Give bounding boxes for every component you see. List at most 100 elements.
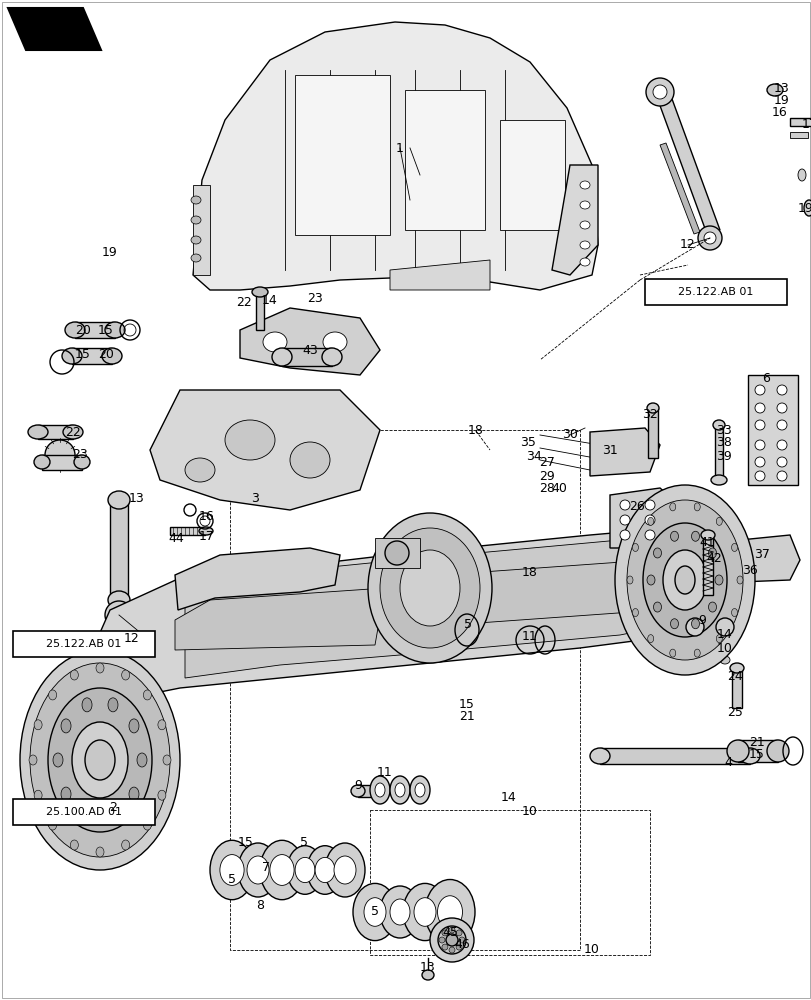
Ellipse shape: [710, 475, 726, 485]
Ellipse shape: [754, 440, 764, 450]
Bar: [647, 408, 657, 458]
Text: 45: 45: [441, 926, 457, 939]
Ellipse shape: [191, 196, 201, 204]
Polygon shape: [739, 535, 799, 582]
Ellipse shape: [380, 886, 419, 938]
Ellipse shape: [210, 840, 254, 900]
Ellipse shape: [122, 670, 130, 680]
Ellipse shape: [400, 550, 460, 626]
Ellipse shape: [199, 527, 212, 535]
Bar: [731, 668, 741, 708]
Ellipse shape: [632, 543, 637, 551]
Ellipse shape: [691, 619, 698, 629]
Ellipse shape: [626, 500, 742, 660]
Bar: [789, 118, 811, 126]
Ellipse shape: [731, 543, 736, 551]
Ellipse shape: [669, 649, 675, 657]
Ellipse shape: [708, 548, 715, 558]
Text: 23: 23: [307, 292, 323, 304]
Ellipse shape: [731, 609, 736, 617]
Ellipse shape: [191, 254, 201, 262]
Text: 14: 14: [500, 791, 517, 804]
Ellipse shape: [579, 241, 590, 249]
Ellipse shape: [715, 635, 722, 643]
Ellipse shape: [712, 420, 724, 430]
Ellipse shape: [414, 783, 424, 797]
Ellipse shape: [708, 602, 715, 612]
Ellipse shape: [647, 517, 653, 525]
Ellipse shape: [108, 698, 118, 712]
Text: 19: 19: [102, 246, 118, 259]
Ellipse shape: [448, 927, 454, 933]
Text: 10: 10: [521, 805, 537, 818]
Ellipse shape: [422, 970, 433, 980]
Ellipse shape: [28, 425, 48, 439]
Text: 29: 29: [539, 470, 554, 483]
Ellipse shape: [754, 420, 764, 430]
Text: 33: 33: [715, 424, 731, 436]
Ellipse shape: [380, 528, 479, 648]
Ellipse shape: [238, 843, 277, 897]
Ellipse shape: [697, 226, 721, 250]
Text: 34: 34: [526, 450, 541, 462]
Bar: [714, 425, 722, 480]
Polygon shape: [389, 260, 489, 290]
Text: 46: 46: [453, 938, 470, 951]
Ellipse shape: [48, 688, 152, 832]
Text: 39: 39: [715, 450, 731, 462]
Text: 18: 18: [521, 566, 537, 580]
Text: 15: 15: [75, 349, 91, 361]
Text: 43: 43: [302, 344, 317, 357]
Ellipse shape: [333, 856, 355, 884]
Text: 14: 14: [716, 629, 732, 642]
Ellipse shape: [137, 753, 147, 767]
Text: 6: 6: [762, 371, 769, 384]
Bar: [72, 348, 112, 364]
Ellipse shape: [693, 649, 699, 657]
Text: 27: 27: [539, 456, 554, 470]
Text: 8: 8: [255, 899, 264, 912]
Ellipse shape: [614, 485, 754, 675]
Polygon shape: [193, 22, 597, 290]
Text: 22: 22: [65, 426, 81, 438]
Ellipse shape: [111, 607, 127, 623]
Text: 26: 26: [629, 499, 644, 512]
Bar: [230, 430, 579, 950]
Ellipse shape: [82, 808, 92, 822]
Text: 35: 35: [519, 436, 535, 450]
Ellipse shape: [754, 385, 764, 395]
Ellipse shape: [776, 403, 786, 413]
Ellipse shape: [272, 348, 292, 366]
Ellipse shape: [307, 846, 342, 894]
Ellipse shape: [96, 847, 104, 857]
Ellipse shape: [122, 840, 130, 850]
Ellipse shape: [34, 790, 42, 800]
Ellipse shape: [646, 575, 654, 585]
Ellipse shape: [85, 740, 115, 780]
Text: 30: 30: [561, 428, 577, 442]
Ellipse shape: [458, 937, 465, 943]
Ellipse shape: [102, 348, 122, 364]
Ellipse shape: [647, 635, 653, 643]
Ellipse shape: [703, 232, 715, 244]
Ellipse shape: [350, 785, 365, 797]
Ellipse shape: [108, 591, 130, 609]
Ellipse shape: [441, 930, 448, 936]
Ellipse shape: [389, 899, 410, 925]
Ellipse shape: [776, 385, 786, 395]
Polygon shape: [609, 488, 679, 548]
Bar: [789, 132, 807, 138]
Polygon shape: [175, 548, 340, 610]
Ellipse shape: [157, 720, 165, 730]
Ellipse shape: [646, 403, 659, 413]
Ellipse shape: [644, 515, 654, 525]
Ellipse shape: [663, 550, 706, 610]
Polygon shape: [440, 560, 659, 625]
Ellipse shape: [61, 787, 71, 801]
Text: 31: 31: [602, 444, 617, 456]
Text: 16: 16: [771, 106, 787, 119]
Ellipse shape: [691, 531, 698, 541]
Ellipse shape: [579, 201, 590, 209]
Ellipse shape: [670, 531, 678, 541]
Ellipse shape: [626, 576, 633, 584]
